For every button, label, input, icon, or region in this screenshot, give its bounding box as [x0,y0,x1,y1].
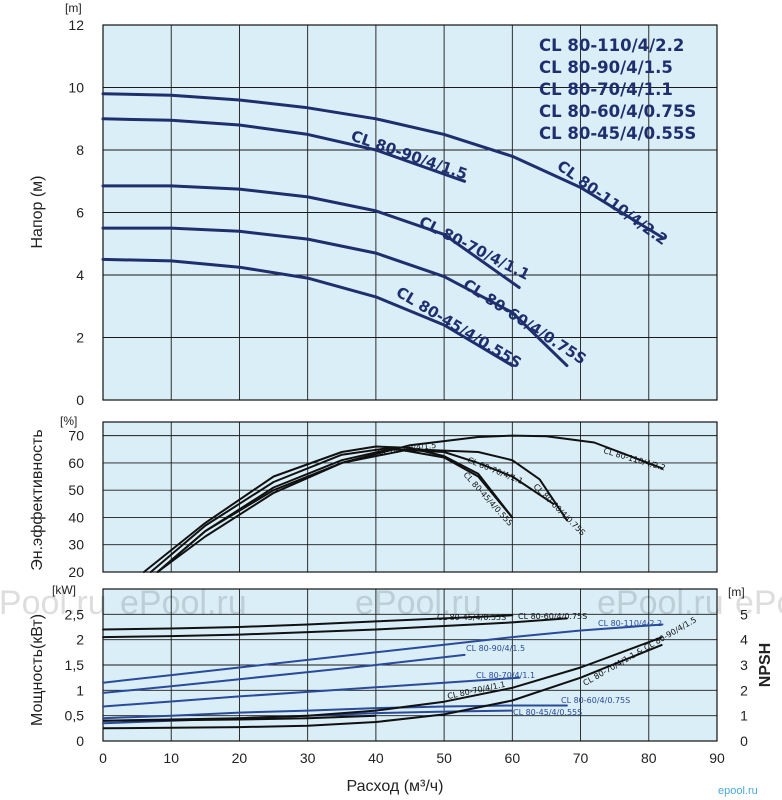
tick-labels: 02468101220304050607000,511,522,50123450… [65,17,749,766]
efficiency-plot-border [102,421,718,573]
legend-item-1: CL 80-110/4/2.2 [539,36,684,55]
y-tick-label: 2,5 [65,606,85,622]
x-tick-label: 20 [232,750,248,766]
y-tick-label: 12 [68,17,84,33]
y2-tick-label: 5 [740,606,748,622]
unit-head: [m] [65,1,82,15]
data-curves [101,92,664,730]
x-tick-label: 40 [368,750,384,766]
label-pow-cl80-45-low: CL 80-45/4/0.55S [513,708,582,717]
curve-power-cl-80-90-4-1-5 [102,653,466,694]
y-tick-label: 40 [68,509,84,525]
y-tick-label: 1 [76,682,84,698]
y-tick-label: 30 [68,537,84,553]
watermark-2: ePool.ru [120,584,247,622]
watermark-5: ePool.ru [735,584,782,622]
label-pow-cl80-70: CL 80-70/4/1.1 [476,671,535,680]
curve-power-cl-80-70-4-1-1 [102,676,521,708]
legend-item-2: CL 80-90/4/1.5 [539,58,673,77]
curve-efficiency-cl-80-90-4-1-5 [142,445,514,573]
y-axis-title-efficiency: Эн.эффективность [29,429,46,571]
y2-tick-label: 4 [740,632,748,648]
label-pow-cl80-60-low: CL 80-60/4/0.75S [561,696,630,705]
legend-item-4: CL 80-60/4/0.75S [539,102,696,121]
curve-power-cl-80-60-4-0-75s [102,617,568,639]
curve-efficiency-cl-80-45-4-0-55s [149,446,514,573]
x-tick-label: 60 [505,750,521,766]
x-tick-label: 0 [99,750,107,766]
power-plot-border [102,588,718,742]
head-plot-border [102,24,718,401]
y-tick-label: 20 [68,564,84,580]
x-tick-label: 90 [709,750,725,766]
curve-head-cl-80-70-4-1-1 [101,184,521,289]
y-tick-label: 2 [76,330,84,346]
y-tick-label: 4 [76,267,84,283]
y2-tick-label: 1 [740,708,748,724]
y2-tick-label: 0 [740,733,748,749]
curve-power-cl-80-45-4-0-55s [102,614,514,631]
curve-head-cl-80-60-4-0-75s [101,226,569,368]
legend-item-3: CL 80-70/4/1.1 [539,80,673,99]
watermark-4: ePool.ru [597,584,724,622]
label-pow-cl80-90: CL 80-90/4/1.5 [466,644,525,653]
x-tick-label: 50 [436,750,452,766]
unit-npsh: [m] [728,585,745,599]
y-tick-label: 0,5 [65,708,85,724]
y-tick-label: 10 [68,80,84,96]
y-tick-label: 0 [76,392,84,408]
y-tick-label: 0 [76,733,84,749]
npsh-curve-cl-80-110-4-2-2 [102,643,663,730]
corner-watermark: epool.ru [718,785,758,797]
x-axis-title: Расход (м³/ч) [347,778,444,795]
legend-item-5: CL 80-45/4/0.55S [539,124,696,143]
label-pow-cl80-110: CL 80-110/4/2.2 [598,619,662,628]
curve-power-cl-80-110-4-2-2 [102,623,664,684]
watermark-1: ePool.ru [0,584,107,622]
y-axis-title-head: Напор (м) [29,175,46,248]
y-tick-label: 2 [76,632,84,648]
y-tick-label: 50 [68,482,84,498]
unit-power: [kW] [52,583,76,597]
y2-axis-title-npsh: NPSH [757,643,774,687]
y-tick-label: 70 [68,428,84,444]
curve-head-cl-80-45-4-0-55s [101,257,514,368]
label-pow-cl80-45-top: CL 80-45/4/0.55S [437,613,506,622]
y-tick-label: 6 [76,205,84,221]
x-tick-label: 70 [573,750,589,766]
y-tick-label: 1,5 [65,657,85,673]
unit-efficiency: [%] [60,414,77,428]
curve-power-cl-80-60-4-0-75s [102,704,568,720]
curve-head-cl-80-110-4-2-2 [101,92,664,239]
curve-efficiency-cl-80-60-4-0-75s [156,448,568,573]
x-tick-label: 80 [641,750,657,766]
curve-efficiency-cl-80-110-4-2-2 [156,434,664,573]
curve-head-cl-80-90-4-1-5 [101,117,467,183]
label-pow-cl80-60-top: CL 80-60/4/0.75S [518,612,587,621]
y-tick-label: 60 [68,455,84,471]
y-axis-title-power: Мощность(кВт) [29,614,46,726]
npsh-curve-cl-80-70-4-1-1 [102,714,376,722]
x-tick-label: 10 [163,750,179,766]
y-tick-label: 8 [76,142,84,158]
y2-tick-label: 2 [740,682,748,698]
x-tick-label: 30 [300,750,316,766]
watermark-3: ePool.ru [355,584,482,622]
y2-tick-label: 3 [740,657,748,673]
